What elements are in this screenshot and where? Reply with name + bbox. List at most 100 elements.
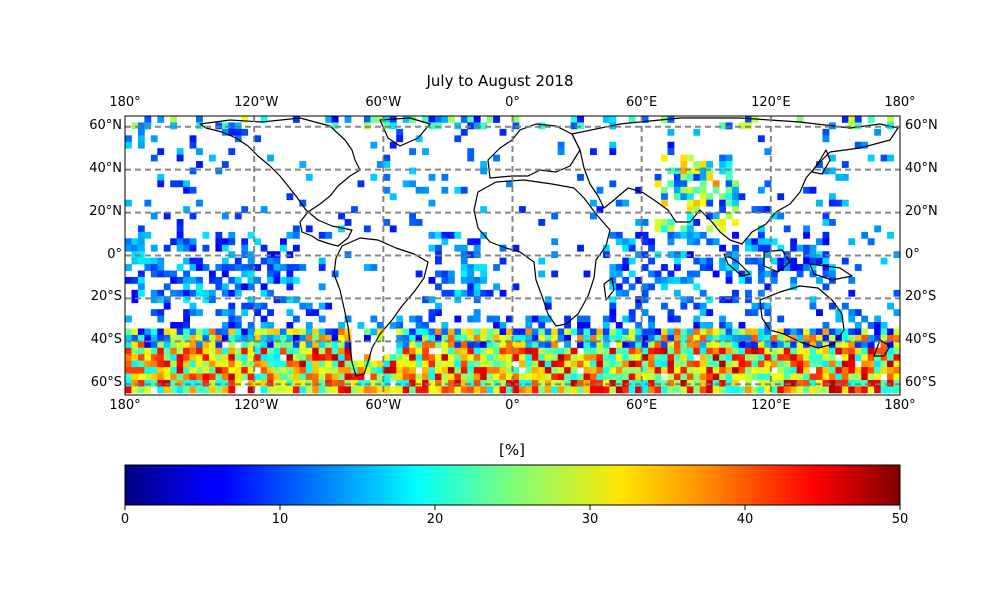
grid-cell (292, 360, 300, 368)
grid-cell (338, 360, 345, 368)
grid-cell (803, 186, 810, 194)
grid-cell (770, 238, 778, 246)
grid-cell (512, 328, 520, 336)
grid-cell (841, 341, 849, 349)
grid-cell (305, 347, 313, 355)
grid-cell (880, 328, 888, 336)
grid-cell (751, 257, 759, 265)
grid-cell (480, 270, 488, 278)
grid-cell (305, 328, 313, 336)
grid-cell (247, 386, 255, 394)
grid-cell (331, 367, 339, 374)
grid-cell (460, 251, 468, 259)
grid-cell (745, 373, 752, 381)
grid-cell (835, 315, 843, 323)
grid-cell (854, 334, 862, 342)
grid-cell (628, 360, 636, 368)
grid-cell (415, 334, 423, 342)
grid-cell (473, 315, 481, 323)
grid-cell (241, 283, 249, 291)
grid-cell (551, 341, 559, 349)
grid-cell (499, 347, 507, 355)
grid-cell (402, 334, 410, 342)
grid-cell (751, 206, 759, 213)
colorbar-tick-label: 10 (271, 512, 289, 527)
grid-cell (357, 180, 365, 188)
grid-cell (764, 341, 772, 349)
grid-cell (415, 270, 423, 278)
grid-cell (854, 116, 862, 123)
grid-cell (673, 341, 681, 349)
grid-cell (370, 328, 378, 336)
grid-cell (428, 231, 436, 239)
grid-cell (202, 328, 210, 336)
grid-cell (125, 135, 132, 143)
grid-cell (699, 386, 707, 394)
grid-cell (635, 386, 643, 394)
grid-cell (441, 238, 449, 246)
grid-cell (215, 244, 223, 252)
grid-cell (325, 302, 333, 310)
grid-cell (551, 347, 559, 355)
grid-cell (512, 347, 520, 355)
grid-cell (609, 180, 617, 188)
grid-cell (667, 225, 675, 233)
grid-cell (635, 328, 643, 336)
grid-cell (183, 186, 190, 194)
grid-cell (389, 141, 397, 149)
grid-cell (609, 309, 617, 316)
grid-cell (163, 328, 171, 336)
grid-cell (680, 251, 688, 259)
grid-cell (215, 309, 223, 316)
grid-cell (163, 354, 171, 362)
grid-cell (460, 257, 468, 265)
grid-cell (686, 386, 694, 394)
grid-cell (228, 251, 236, 259)
grid-cell (609, 315, 617, 323)
grid-cell (828, 167, 836, 175)
grid-cell (648, 315, 655, 323)
grid-cell (299, 360, 307, 368)
grid-cell (428, 354, 436, 362)
grid-cell (383, 161, 391, 168)
grid-cell (363, 367, 371, 374)
grid-cell (292, 373, 300, 381)
grid-cell (751, 341, 759, 349)
grid-cell (712, 328, 720, 336)
grid-cell (428, 296, 436, 304)
grid-cell (299, 347, 307, 355)
grid-cell (318, 373, 326, 381)
grid-cell (796, 244, 804, 252)
grid-cell (506, 334, 513, 342)
grid-cell (673, 193, 681, 201)
grid-cell (887, 231, 894, 239)
grid-cell (254, 328, 262, 336)
grid-cell (435, 334, 442, 342)
grid-cell (828, 154, 836, 162)
grid-cell (770, 386, 778, 394)
grid-cell (376, 328, 384, 336)
grid-cell (196, 367, 203, 374)
grid-cell (706, 238, 714, 246)
grid-cell (667, 270, 675, 278)
grid-cell (273, 354, 281, 362)
grid-cell (370, 373, 378, 381)
grid-cell (757, 341, 765, 349)
grid-cell (635, 360, 643, 368)
grid-cell (861, 360, 869, 368)
grid-cell (299, 161, 307, 168)
grid-cell (312, 367, 320, 374)
grid-cell (570, 379, 578, 387)
grid-cell (292, 315, 300, 323)
grid-cell (137, 354, 145, 362)
lat-tick-label-left: 0° (107, 246, 122, 262)
grid-cell (590, 199, 597, 207)
grid-cell (137, 128, 145, 136)
coastline-africa (473, 179, 611, 327)
grid-cell (170, 289, 178, 297)
lon-tick-label-bottom: 60°E (626, 398, 658, 413)
grid-cell (809, 354, 817, 362)
grid-cell (280, 373, 287, 381)
grid-cell (150, 135, 158, 143)
grid-cell (551, 386, 559, 394)
